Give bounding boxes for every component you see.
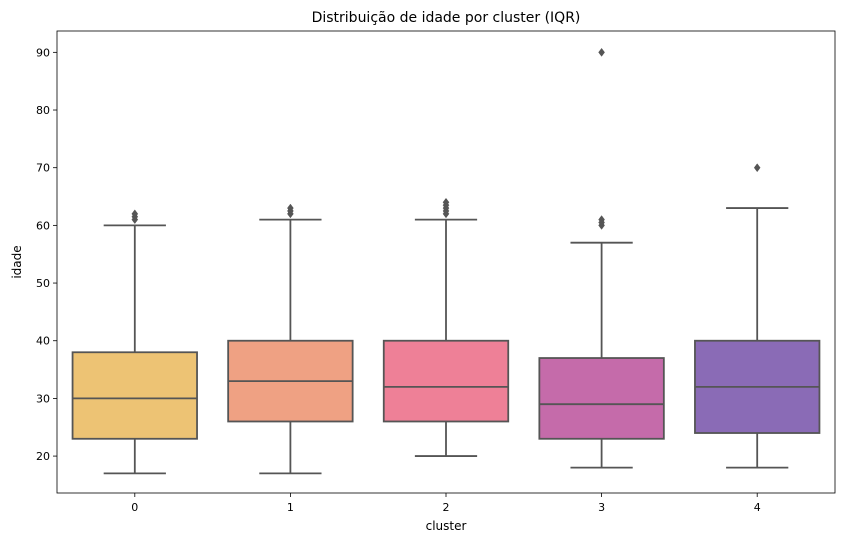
x-tick-label-3: 3 (598, 501, 605, 514)
chart-title: Distribuição de idade por cluster (IQR) (312, 10, 581, 26)
x-axis-label: cluster (426, 519, 467, 533)
box-group-4 (694, 163, 821, 469)
axes: 0 1 2 3 4 20 30 40 50 60 70 80 90 (36, 46, 761, 514)
outlier-point-2-4 (442, 197, 450, 207)
x-tick-label-4: 4 (754, 501, 761, 514)
y-tick-label-7: 90 (36, 46, 50, 59)
outlier-point-1-2 (287, 203, 294, 213)
y-axis-label: idade (10, 245, 24, 278)
plot-area (71, 47, 821, 475)
box-group-2 (382, 197, 510, 457)
iqr-box-0 (71, 351, 198, 440)
y-tick-label-5: 70 (36, 162, 50, 175)
iqr-box-3 (538, 357, 665, 440)
outlier-point-3-2 (598, 215, 605, 225)
iqr-box-2 (382, 339, 510, 423)
y-tick-label-1: 30 (36, 392, 50, 405)
x-tick-label-0: 0 (131, 501, 138, 514)
x-tick-label-2: 2 (443, 501, 450, 514)
y-tick-label-3: 50 (36, 277, 50, 290)
outlier-point-4-0 (753, 163, 761, 173)
y-tick-label-6: 80 (36, 104, 50, 117)
outlier-point-0-2 (131, 209, 139, 219)
y-tick-label-0: 20 (36, 450, 50, 463)
x-tick-label-1: 1 (287, 501, 294, 514)
box-group-1 (227, 203, 354, 475)
outlier-point-3-3 (598, 47, 605, 57)
box-group-0 (71, 209, 198, 475)
y-tick-label-4: 60 (36, 219, 50, 232)
y-tick-label-2: 40 (36, 335, 50, 348)
box-group-3 (538, 47, 665, 469)
